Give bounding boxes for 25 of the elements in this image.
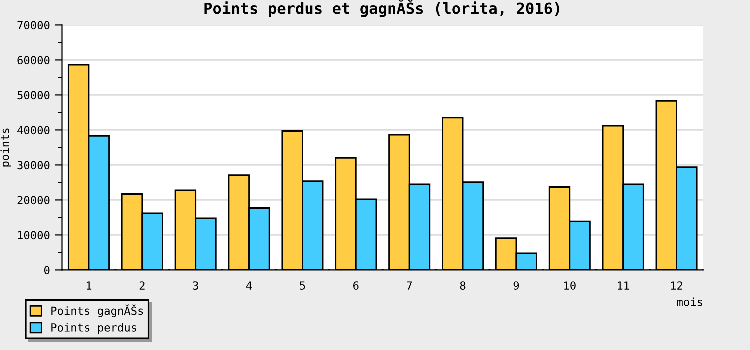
legend-label: Points perdus [52, 323, 136, 334]
x-tick-label: 11 [618, 282, 630, 290]
x-tick-label: 8 [460, 282, 466, 290]
x-tick-label: 12 [671, 282, 683, 290]
legend-label: Points gagnĂŠs [52, 304, 144, 318]
y-tick-label: 10000 [18, 231, 50, 240]
x-tick-label: 3 [193, 282, 198, 290]
y-axis-title: points [0, 128, 12, 167]
y-tick-label: 30000 [18, 161, 50, 170]
chart-title: Points perdus et gagnĂŠs (lorita, 2016) [204, 0, 560, 18]
x-tick-label: 10 [564, 282, 576, 290]
x-tick-label: 1 [86, 282, 92, 290]
y-tick-label: 70000 [18, 21, 50, 30]
y-tick-label: 40000 [18, 126, 50, 135]
x-tick-label: 5 [300, 282, 306, 290]
x-tick-label: 9 [514, 282, 520, 290]
y-tick-label: 50000 [18, 91, 50, 100]
x-tick-label: 6 [354, 282, 359, 290]
y-tick-label: 60000 [18, 56, 50, 65]
x-axis-title: mois [677, 298, 702, 306]
x-tick-label: 4 [246, 282, 252, 290]
y-tick-label: 20000 [18, 196, 50, 205]
x-tick-label: 7 [407, 282, 412, 290]
x-tick-label: 2 [140, 282, 145, 290]
y-tick-label: 0 [44, 266, 50, 275]
